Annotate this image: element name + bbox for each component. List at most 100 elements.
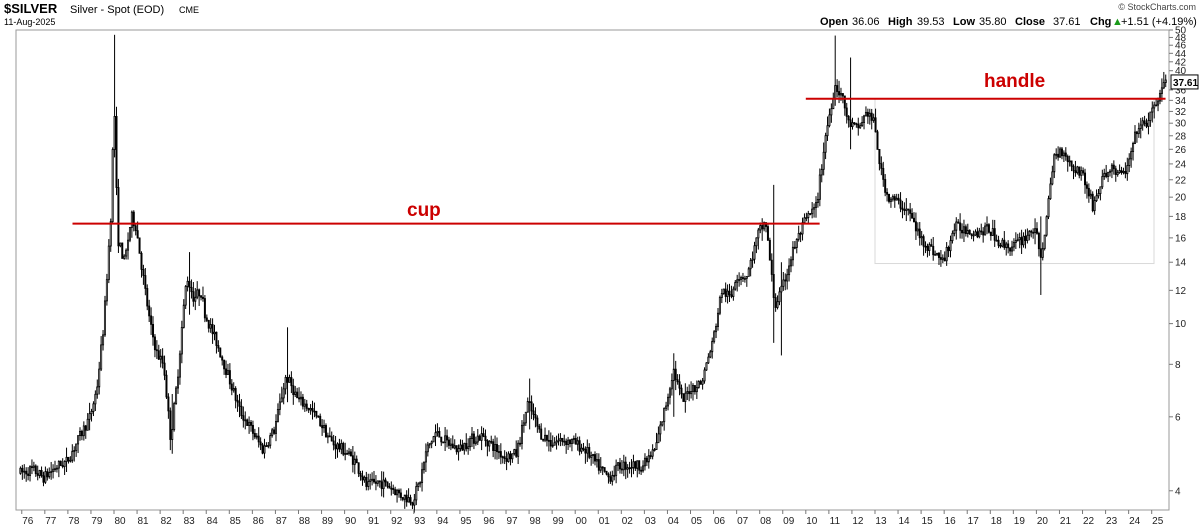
candle [409, 494, 412, 506]
candle [741, 272, 744, 282]
candle [891, 194, 894, 202]
candle [19, 466, 22, 475]
candle-body-up [265, 445, 268, 447]
candle [453, 439, 456, 450]
candle-body-up [248, 421, 251, 426]
candle [540, 423, 543, 440]
candle [198, 288, 201, 306]
candle-body-down [561, 437, 564, 442]
candle-body-up [1018, 237, 1021, 241]
candle [82, 421, 85, 441]
candle-body-down [932, 245, 935, 256]
y-tick-label: 4 [1175, 486, 1181, 497]
candle-body-up [1160, 87, 1163, 94]
candle-body-up [282, 388, 285, 399]
candle [152, 316, 155, 346]
candle [987, 223, 990, 234]
candle [1068, 155, 1071, 167]
candle-body-up [615, 464, 618, 476]
x-tick-label: 98 [530, 516, 542, 527]
candle-body-up [630, 467, 633, 469]
candle [1105, 164, 1108, 179]
candle [267, 441, 270, 449]
candle [107, 239, 110, 284]
candle [144, 267, 147, 296]
candle-body-up [920, 236, 923, 239]
y-tick-label: 22 [1175, 175, 1187, 186]
candle-body-up [488, 440, 491, 447]
candle [592, 453, 595, 464]
candle [363, 475, 366, 483]
candle [703, 367, 706, 384]
candle-body-down [1074, 170, 1077, 174]
x-tick-label: 20 [1037, 516, 1049, 527]
candle-body-down [1085, 184, 1088, 189]
candle-body-down [215, 331, 218, 346]
candle [303, 398, 306, 412]
candle [903, 202, 906, 216]
candle-body-down [597, 459, 600, 471]
candle-body-down [947, 246, 950, 252]
candle-body-down [167, 396, 170, 412]
candle [434, 424, 437, 447]
chart-description: Silver - Spot (EOD) [70, 4, 164, 16]
candle-body-up [65, 456, 68, 462]
candle [465, 433, 468, 452]
x-tick-label: 05 [691, 516, 703, 527]
candle-body-down [620, 468, 623, 471]
candle-body-up [1059, 148, 1062, 158]
candle-body-up [672, 368, 675, 382]
candle-body-down [505, 458, 508, 462]
candle-body-up [797, 232, 800, 240]
candle-body-down [911, 212, 914, 219]
candle-body-down [59, 461, 62, 466]
candle [1149, 111, 1152, 127]
candle-body-up [665, 405, 668, 409]
candle-body-up [839, 93, 842, 96]
x-tick-label: 08 [760, 516, 772, 527]
candle-body-down [899, 199, 902, 209]
candle [230, 379, 233, 396]
candle [953, 223, 956, 237]
candle-body-down [373, 478, 376, 483]
candle-body-up [75, 443, 78, 451]
candle [1126, 157, 1129, 181]
candle [1037, 231, 1040, 257]
candle [659, 421, 662, 442]
candle [30, 459, 33, 475]
candle-body-down [918, 228, 921, 239]
candle-body-down [870, 112, 873, 121]
candle-body-down [321, 425, 324, 429]
candle-body-up [1095, 195, 1098, 201]
candle-body-up [513, 449, 516, 455]
candle-body-up [244, 419, 247, 422]
y-tick-label: 46 [1175, 41, 1187, 52]
candle [194, 288, 197, 311]
candle-body-down [30, 466, 33, 469]
candle [486, 439, 489, 457]
candle-body-up [559, 437, 562, 441]
candle [757, 227, 760, 250]
candle [44, 466, 47, 484]
candle-body-up [1047, 198, 1050, 218]
candle-body-up [159, 355, 162, 360]
candle [301, 393, 304, 410]
candle-body-up [734, 281, 737, 290]
candle [319, 413, 322, 427]
x-tick-label: 03 [645, 516, 657, 527]
candle-body-down [399, 492, 402, 498]
candle-body-down [724, 288, 727, 297]
candle [482, 427, 485, 438]
x-tick-label: 02 [622, 516, 634, 527]
candle [690, 381, 693, 399]
candle [511, 453, 514, 463]
candle-body-down [155, 349, 158, 352]
candle [1158, 89, 1161, 105]
candle [947, 245, 950, 258]
candle [674, 360, 677, 391]
candle-body-up [751, 258, 754, 261]
x-tick-label: 77 [45, 516, 57, 527]
candle [461, 439, 464, 451]
candle-body-down [261, 444, 264, 454]
candle-body-down [219, 347, 222, 358]
